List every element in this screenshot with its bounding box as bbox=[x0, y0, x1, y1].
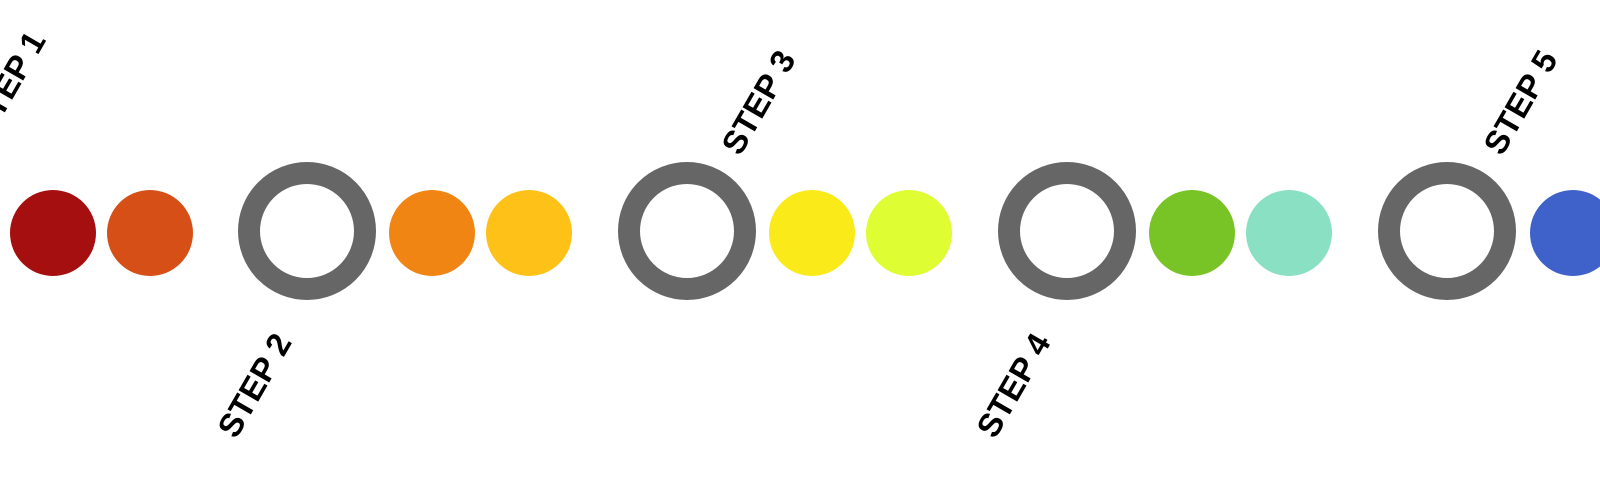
dot-mint bbox=[1246, 190, 1332, 276]
step-ring-5 bbox=[1378, 162, 1516, 300]
dot-amber bbox=[486, 190, 572, 276]
step-ring-2 bbox=[238, 162, 376, 300]
dot-green bbox=[1149, 190, 1235, 276]
dots bbox=[10, 190, 1600, 276]
dot-blue bbox=[1530, 190, 1600, 276]
step-label-1: STEP 1 bbox=[0, 25, 53, 141]
step-label-2: STEP 2 bbox=[210, 327, 299, 443]
step-label-3: STEP 3 bbox=[714, 44, 803, 160]
dot-dark-red bbox=[10, 190, 96, 276]
dot-orange bbox=[389, 190, 475, 276]
dot-yellow bbox=[769, 190, 855, 276]
step-label-4: STEP 4 bbox=[969, 326, 1058, 443]
dot-red-orange bbox=[107, 190, 193, 276]
step-ring-4 bbox=[998, 162, 1136, 300]
step-ring-3 bbox=[618, 162, 756, 300]
step-label-5: STEP 5 bbox=[1476, 44, 1565, 160]
dot-lime bbox=[866, 190, 952, 276]
step-rings bbox=[238, 162, 1516, 300]
